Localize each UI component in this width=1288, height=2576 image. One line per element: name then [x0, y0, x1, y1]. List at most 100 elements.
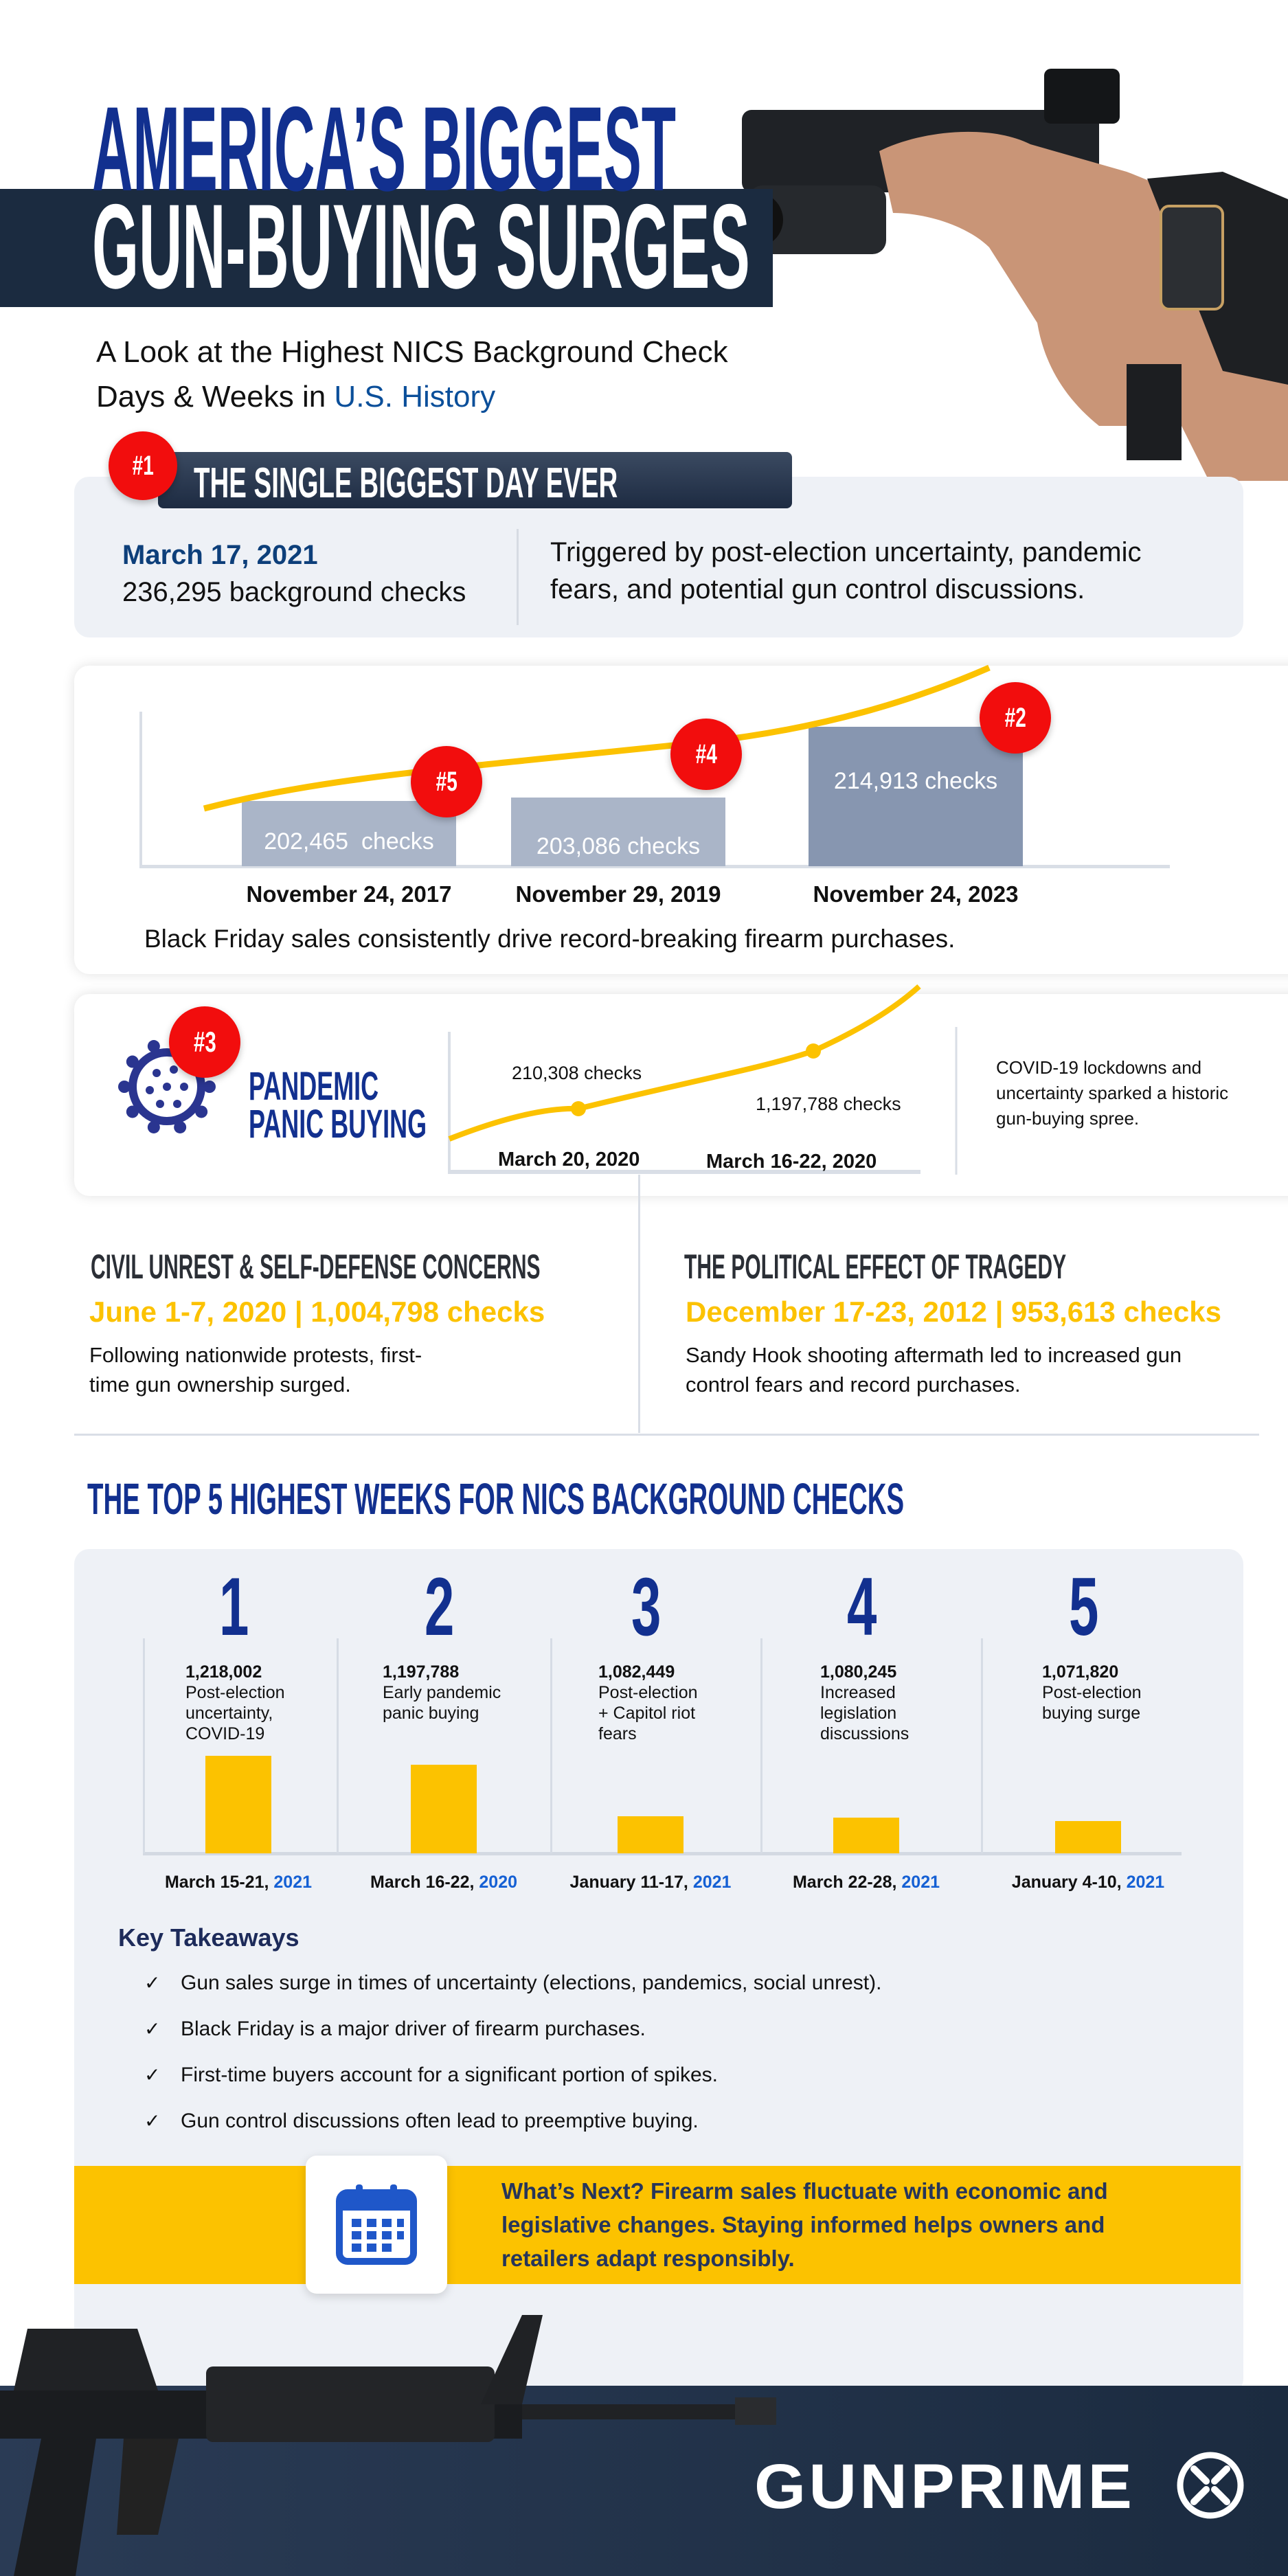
rank-badge: #5 — [411, 746, 482, 817]
point-marker — [806, 1043, 821, 1059]
x-axis — [139, 865, 1170, 868]
whats-next-line2: legislative changes. Staying informed he… — [501, 2212, 1105, 2237]
rank-badge-1: #1 — [109, 431, 177, 500]
week-date: March 15-21, 2021 — [164, 1873, 313, 1892]
pandemic-point2-date: March 16-22, 2020 — [706, 1151, 877, 1173]
check-icon: ✓ — [144, 1972, 161, 1993]
pandemic-desc-1: COVID-19 lockdowns and — [996, 1057, 1202, 1078]
civil-unrest-heading: CIVIL UNREST & SELF-DEFENSE CONCERNS — [91, 1247, 541, 1286]
tragedy-desc-2: control fears and record purchases. — [686, 1372, 1021, 1397]
check-icon: ✓ — [144, 2064, 161, 2086]
bar-date: November 24, 2017 — [246, 881, 452, 907]
black-friday-trend-line — [203, 664, 991, 812]
column-divider — [143, 1638, 145, 1853]
pandemic-title-2: PANIC BUYING — [249, 1102, 427, 1146]
pandemic-desc-2: uncertainty sparked a historic — [996, 1083, 1229, 1103]
biggest-day-checks: 236,295 background checks — [122, 577, 466, 607]
rank-number: 1 — [219, 1561, 249, 1653]
divider — [517, 529, 519, 625]
calendar-icon — [336, 2184, 417, 2265]
pandemic-title-1: PANDEMIC — [249, 1064, 379, 1109]
week-value: 1,218,002 — [185, 1662, 262, 1682]
rifle-image — [0, 2315, 776, 2576]
week-value: 1,082,449 — [598, 1662, 675, 1682]
black-friday-caption: Black Friday sales consistently drive re… — [144, 925, 956, 953]
pandemic-point2-label: 1,197,788 checks — [756, 1094, 901, 1114]
subtitle-line1: A Look at the Highest NICS Background Ch… — [96, 335, 728, 369]
week-desc: fears — [598, 1724, 637, 1743]
title-line2: GUN-BUYING SURGES — [92, 180, 750, 314]
calendar-icon-card — [306, 2156, 447, 2294]
tragedy-heading: THE POLITICAL EFFECT OF TRAGEDY — [684, 1247, 1067, 1286]
bar-date: November 29, 2019 — [515, 881, 721, 907]
black-friday-bar — [242, 801, 456, 866]
takeaway-item: Gun control discussions often lead to pr… — [181, 2110, 699, 2132]
column-divider — [760, 1638, 762, 1853]
bar-label: 202,465 checks — [264, 828, 434, 855]
week-bar — [833, 1817, 899, 1853]
pandemic-point1-label: 210,308 checks — [512, 1063, 642, 1083]
rank-badge: #4 — [670, 719, 742, 790]
pandemic-point1-date: March 20, 2020 — [498, 1149, 640, 1171]
week-date: March 22-28, 2021 — [792, 1873, 940, 1892]
title-line1: AMERICA’S BIGGEST — [92, 82, 677, 216]
takeaway-item: Black Friday is a major driver of firear… — [181, 2018, 646, 2040]
pandemic-trend-chart — [448, 984, 958, 1175]
tragedy-stat: December 17-23, 2012 | 953,613 checks — [686, 1296, 1221, 1328]
divider — [74, 1434, 1259, 1436]
tragedy-desc-1: Sandy Hook shooting aftermath led to inc… — [686, 1343, 1182, 1367]
column-divider — [550, 1638, 552, 1853]
pandemic-card — [74, 994, 1288, 1196]
rank-number: 4 — [847, 1561, 877, 1653]
check-icon: ✓ — [144, 2018, 161, 2040]
week-desc: uncertainty, — [185, 1704, 273, 1723]
subtitle-prefix: Days & Weeks in — [96, 380, 335, 414]
week-desc: Early pandemic — [383, 1683, 501, 1702]
takeaway-item: First-time buyers account for a signific… — [181, 2064, 718, 2086]
week-desc: Increased — [820, 1683, 896, 1702]
crosshair-logo-icon — [1177, 2452, 1244, 2519]
point-marker — [571, 1101, 586, 1116]
week-desc: buying surge — [1042, 1704, 1141, 1723]
bar-label: 203,086 checks — [536, 833, 701, 859]
week-bar — [618, 1816, 683, 1853]
whats-next-line1: What’s Next? Firearm sales fluctuate wit… — [501, 2178, 1108, 2204]
top5-heading: THE TOP 5 HIGHEST WEEKS FOR NICS BACKGRO… — [87, 1474, 905, 1524]
takeaways-heading: Key Takeaways — [118, 1923, 300, 1952]
biggest-day-heading-bar — [158, 452, 792, 508]
week-value: 1,071,820 — [1042, 1662, 1119, 1682]
gunprime-logo: GUNPRIME — [754, 2452, 1136, 2522]
title-band — [0, 189, 773, 307]
bar-date: November 24, 2023 — [813, 881, 1019, 907]
week-desc: + Capitol riot — [598, 1704, 696, 1723]
rank-number: 2 — [425, 1561, 455, 1653]
rank-badge: #2 — [980, 682, 1051, 754]
rank-number: 3 — [631, 1561, 662, 1653]
takeaway-item: Gun sales surge in times of uncertainty … — [181, 1971, 882, 1994]
column-divider — [981, 1638, 983, 1853]
week-desc: panic buying — [383, 1704, 479, 1723]
black-friday-bar — [511, 797, 725, 866]
week-date: January 4-10, 2021 — [1011, 1873, 1165, 1892]
biggest-day-heading: THE SINGLE BIGGEST DAY EVER — [194, 460, 618, 507]
week-desc: Post-election — [185, 1683, 285, 1702]
week-desc: discussions — [820, 1724, 909, 1743]
biggest-day-desc-2: fears, and potential gun control discuss… — [550, 574, 1085, 605]
week-value: 1,197,788 — [383, 1662, 460, 1682]
rank-number: 5 — [1069, 1561, 1099, 1653]
check-icon: ✓ — [144, 2110, 161, 2132]
whats-next-line3: retailers adapt responsibly. — [501, 2246, 795, 2271]
bar-label: 214,913 checks — [833, 767, 998, 794]
whats-next-banner — [74, 2166, 1241, 2284]
column-divider — [337, 1638, 339, 1853]
week-date: March 16-22, 2020 — [370, 1873, 518, 1892]
pandemic-desc-3: gun-buying spree. — [996, 1108, 1140, 1129]
biggest-day-date: March 17, 2021 — [122, 540, 318, 570]
week-bar — [1055, 1821, 1121, 1853]
week-desc: legislation — [820, 1704, 897, 1723]
week-bar — [411, 1765, 477, 1853]
week-value: 1,080,245 — [820, 1662, 897, 1682]
week-desc: COVID-19 — [185, 1724, 265, 1743]
week-desc: Post-election — [598, 1683, 698, 1702]
x-axis — [143, 1852, 1182, 1855]
